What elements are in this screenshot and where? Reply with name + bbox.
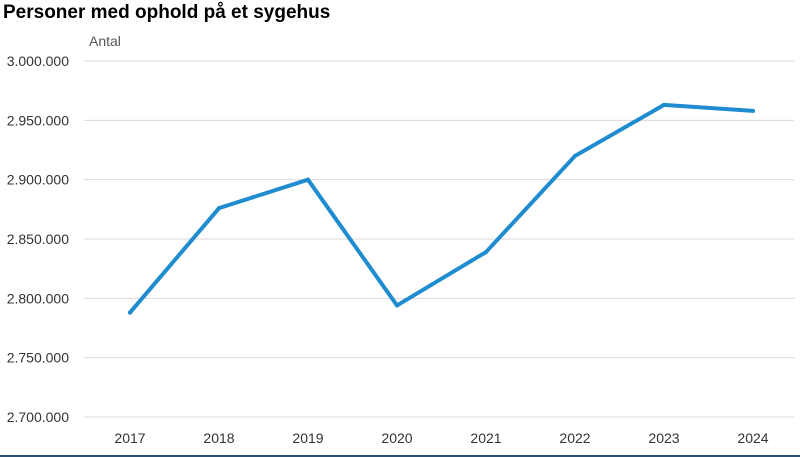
y-tick-label: 2.850.000 (7, 231, 69, 247)
y-axis-ticks: 2.700.000 2.750.000 2.800.000 2.850.000 2.90… (7, 53, 69, 425)
x-axis-ticks: 2017 2018 2019 2020 2021 2022 2023 2024 (114, 430, 768, 446)
y-tick-label: 2.750.000 (7, 350, 69, 366)
bottom-rule (0, 455, 800, 457)
x-tick-label: 2023 (648, 430, 679, 446)
chart-title: Personer med ophold på et sygehus (3, 2, 331, 23)
x-tick-label: 2024 (737, 430, 768, 446)
y-tick-label: 2.950.000 (7, 112, 69, 128)
y-tick-label: 2.900.000 (7, 172, 69, 188)
x-tick-label: 2019 (292, 430, 323, 446)
data-point (306, 177, 310, 182)
data-point (128, 310, 132, 315)
x-tick-label: 2020 (381, 430, 412, 446)
data-point (217, 206, 221, 211)
y-tick-label: 3.000.000 (7, 53, 69, 69)
data-point (484, 250, 488, 255)
data-point (662, 102, 666, 107)
y-axis-unit-label: Antal (89, 33, 121, 49)
y-tick-label: 2.700.000 (7, 409, 69, 425)
x-tick-label: 2021 (470, 430, 501, 446)
data-point (751, 108, 755, 113)
x-tick-label: 2017 (114, 430, 145, 446)
gridlines (84, 60, 794, 418)
series-line (128, 102, 755, 315)
series (128, 102, 755, 315)
y-tick-label: 2.800.000 (7, 290, 69, 306)
data-point (573, 153, 577, 158)
x-tick-label: 2018 (203, 430, 234, 446)
x-tick-label: 2022 (559, 430, 590, 446)
data-point (395, 303, 399, 308)
